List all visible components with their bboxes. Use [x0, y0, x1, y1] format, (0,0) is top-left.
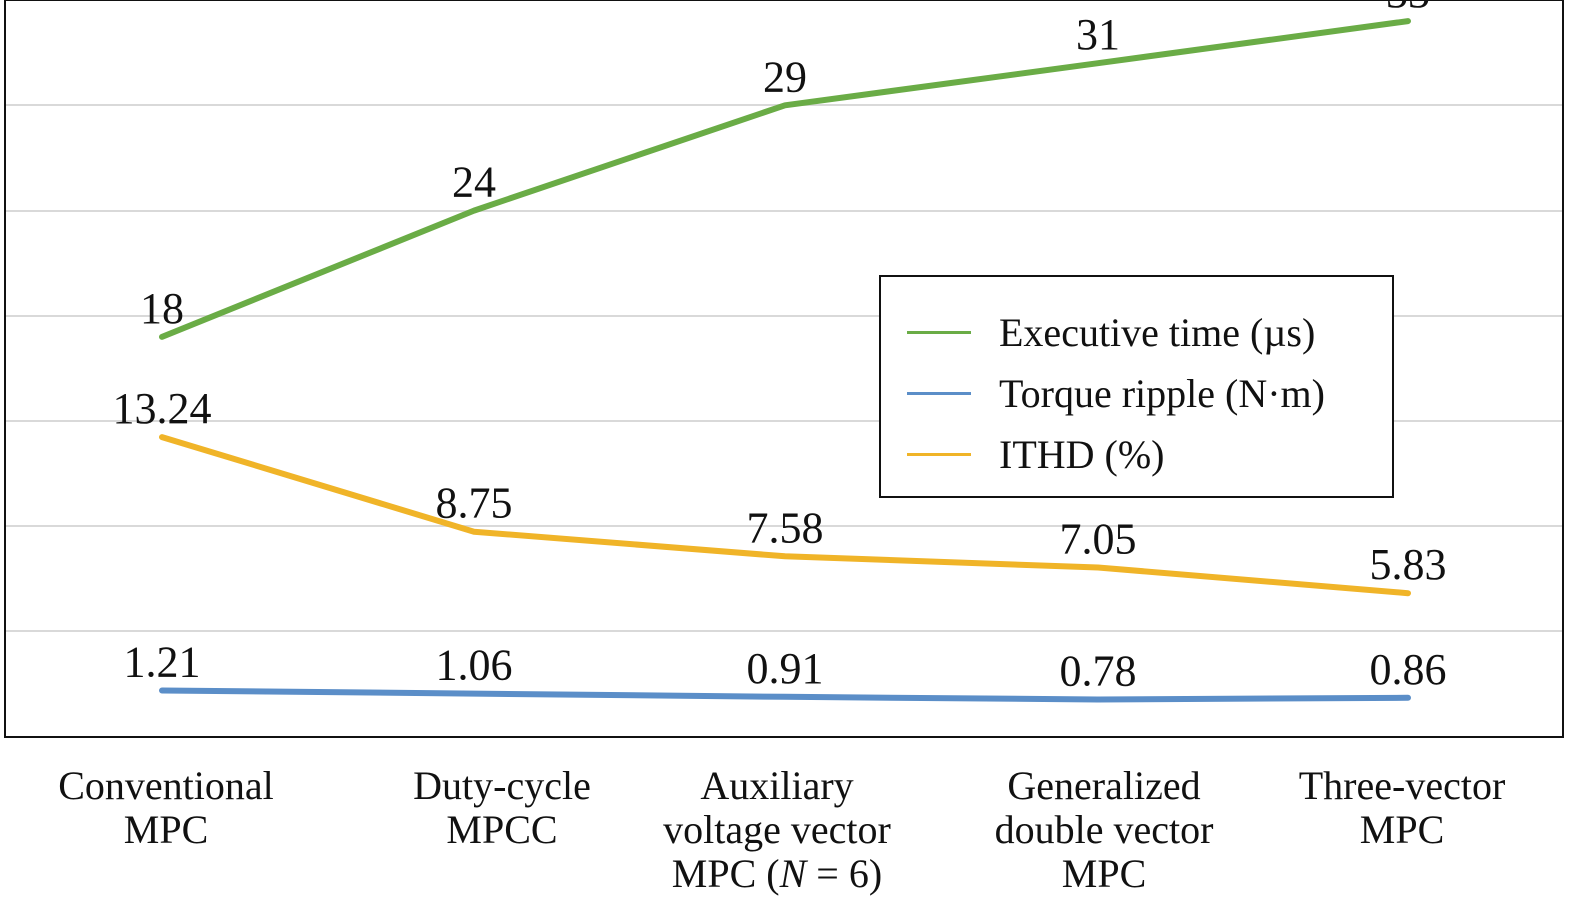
- x-axis-label-line: Generalized: [1007, 763, 1201, 808]
- legend-swatch-executive-time: [907, 330, 971, 334]
- x-axis-label-4: Three-vector MPC: [1252, 764, 1552, 852]
- legend-item-torque-ripple: Torque ripple (N·m): [907, 370, 1325, 416]
- x-axis-label-line: MPC: [123, 807, 209, 852]
- legend: Executive time (µs) Torque ripple (N·m) …: [879, 275, 1394, 498]
- x-axis-label-1: Duty-cycle MPCC: [352, 764, 652, 852]
- series-line-torque-ripple: [159, 687, 1411, 703]
- data-label-torque-ripple-0: 1.21: [124, 637, 201, 686]
- legend-swatch-torque-ripple: [907, 391, 971, 395]
- data-label-executive-time-4: 33: [1386, 0, 1430, 17]
- data-label-torque-ripple-3: 0.78: [1060, 647, 1137, 696]
- data-label-executive-time-0: 18: [140, 284, 184, 333]
- x-axis-label-0: Conventional MPC: [16, 764, 316, 852]
- legend-item-executive-time: Executive time (µs): [907, 309, 1316, 355]
- data-label-ithd-3: 7.05: [1060, 514, 1137, 563]
- x-axis-label-2: Auxiliary voltage vector MPC (N = 6): [627, 764, 927, 896]
- data-label-executive-time-2: 29: [763, 52, 807, 101]
- x-axis-label-3: Generalized double vector MPC: [954, 764, 1254, 896]
- legend-label-torque-ripple: Torque ripple (N·m): [999, 370, 1325, 416]
- x-axis-label-line: MPCC: [446, 807, 558, 852]
- data-label-executive-time-1: 24: [452, 158, 496, 207]
- data-label-torque-ripple-1: 1.06: [436, 641, 513, 690]
- x-axis-label-line: MPC (N = 6): [671, 851, 883, 896]
- data-label-ithd-4: 5.83: [1370, 540, 1447, 589]
- series-layer: [159, 18, 1411, 703]
- x-axis-label-line: Auxiliary: [700, 763, 854, 808]
- legend-swatch-ithd: [907, 452, 971, 456]
- gridlines: [6, 104, 1562, 632]
- data-label-torque-ripple-4: 0.86: [1370, 645, 1447, 694]
- x-axis-label-line: voltage vector: [663, 807, 891, 852]
- x-axis-label-line: Three-vector: [1298, 763, 1506, 808]
- x-axis-label-line: double vector: [994, 807, 1214, 852]
- legend-label-ithd: ITHD (%): [999, 431, 1165, 477]
- legend-label-executive-time: Executive time (µs): [999, 309, 1316, 355]
- data-label-ithd-0: 13.24: [113, 384, 212, 433]
- series-line-executive-time: [159, 18, 1411, 340]
- data-label-ithd-2: 7.58: [747, 503, 824, 552]
- data-label-torque-ripple-2: 0.91: [747, 644, 824, 693]
- x-axis-label-line: MPC: [1359, 807, 1445, 852]
- x-axis-label-line: Conventional: [58, 763, 274, 808]
- legend-item-ithd: ITHD (%): [907, 431, 1165, 477]
- plot-area-border: [4, 0, 1564, 738]
- x-axis-label-line: MPC: [1061, 851, 1147, 896]
- x-axis-label-line: Duty-cycle: [413, 763, 591, 808]
- data-labels: 18 24 29 31 33 1.21 1.06 0.91 0.78 0.86 13.24 8.75 7…: [113, 0, 1447, 696]
- data-label-executive-time-3: 31: [1076, 10, 1120, 59]
- data-label-ithd-1: 8.75: [436, 479, 513, 528]
- series-line-ithd: [159, 434, 1411, 597]
